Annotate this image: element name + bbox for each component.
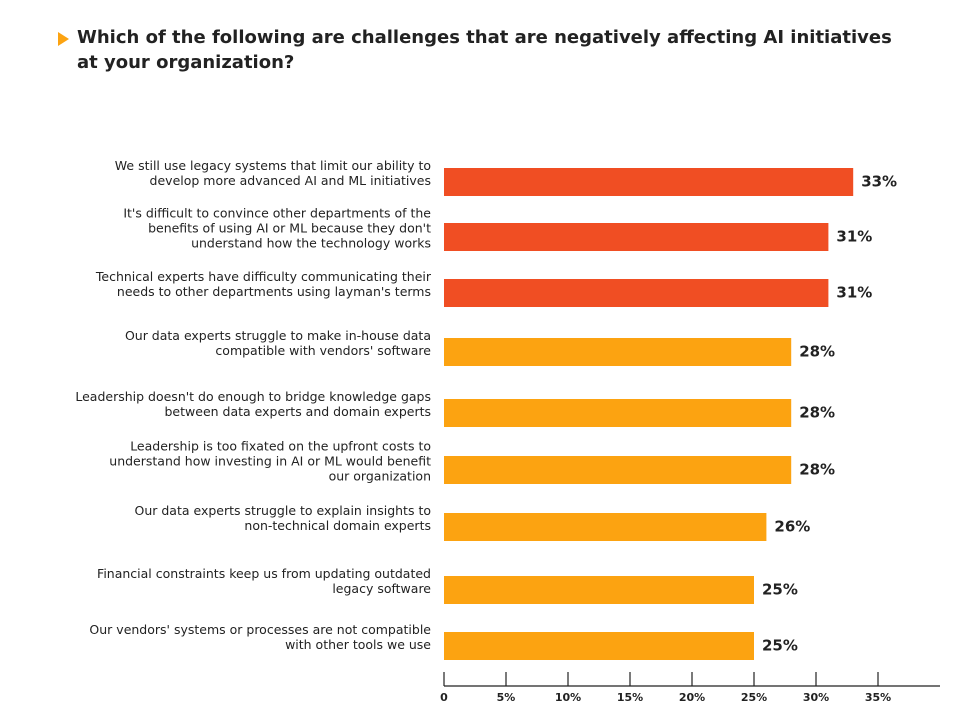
category-label: It's difficult to convince other departm…: [123, 206, 431, 221]
value-label: 25%: [762, 637, 798, 655]
category-label: legacy software: [332, 581, 431, 596]
category-label: Financial constraints keep us from updat…: [97, 566, 431, 581]
category-label: compatible with vendors' software: [215, 343, 431, 358]
category-label: our organization: [329, 469, 431, 484]
category-label: develop more advanced AI and ML initiati…: [150, 173, 431, 188]
category-label: non-technical domain experts: [244, 518, 431, 533]
bar: [444, 223, 829, 251]
bar: [444, 338, 792, 366]
x-tick-label: 0: [440, 691, 448, 704]
bar: [444, 456, 792, 484]
value-label: 31%: [836, 284, 872, 302]
category-label: Our vendors' systems or processes are no…: [89, 622, 431, 637]
category-label: with other tools we use: [285, 637, 431, 652]
value-label: 25%: [762, 581, 798, 599]
value-label: 31%: [836, 228, 872, 246]
bar: [444, 399, 792, 427]
x-tick-label: 25%: [741, 691, 767, 704]
bar: [444, 632, 754, 660]
category-label: understand how the technology works: [191, 236, 431, 251]
bar: [444, 168, 854, 196]
category-label: Leadership doesn't do enough to bridge k…: [75, 389, 431, 404]
x-tick-label: 5%: [497, 691, 516, 704]
x-tick-label: 35%: [865, 691, 891, 704]
bar: [444, 279, 829, 307]
value-label: 33%: [861, 173, 897, 191]
x-tick-label: 15%: [617, 691, 643, 704]
x-tick-label: 30%: [803, 691, 829, 704]
title-marker: [58, 32, 69, 46]
category-label: Technical experts have difficulty commun…: [95, 269, 432, 284]
x-tick-label: 20%: [679, 691, 705, 704]
category-label: Our data experts struggle to make in-hou…: [125, 328, 431, 343]
category-label: Leadership is too fixated on the upfront…: [130, 439, 431, 454]
category-label: Our data experts struggle to explain ins…: [134, 503, 431, 518]
value-label: 26%: [774, 518, 810, 536]
value-label: 28%: [799, 404, 835, 422]
category-label: between data experts and domain experts: [165, 404, 432, 419]
category-label: We still use legacy systems that limit o…: [115, 158, 431, 173]
chart-title: Which of the following are challenges th…: [77, 27, 892, 73]
bar: [444, 576, 754, 604]
value-label: 28%: [799, 461, 835, 479]
x-tick-label: 10%: [555, 691, 581, 704]
category-label: needs to other departments using layman'…: [117, 284, 431, 299]
bar: [444, 513, 767, 541]
value-label: 28%: [799, 343, 835, 361]
category-label: benefits of using AI or ML because they …: [148, 221, 431, 236]
category-label: understand how investing in AI or ML wou…: [109, 454, 431, 469]
